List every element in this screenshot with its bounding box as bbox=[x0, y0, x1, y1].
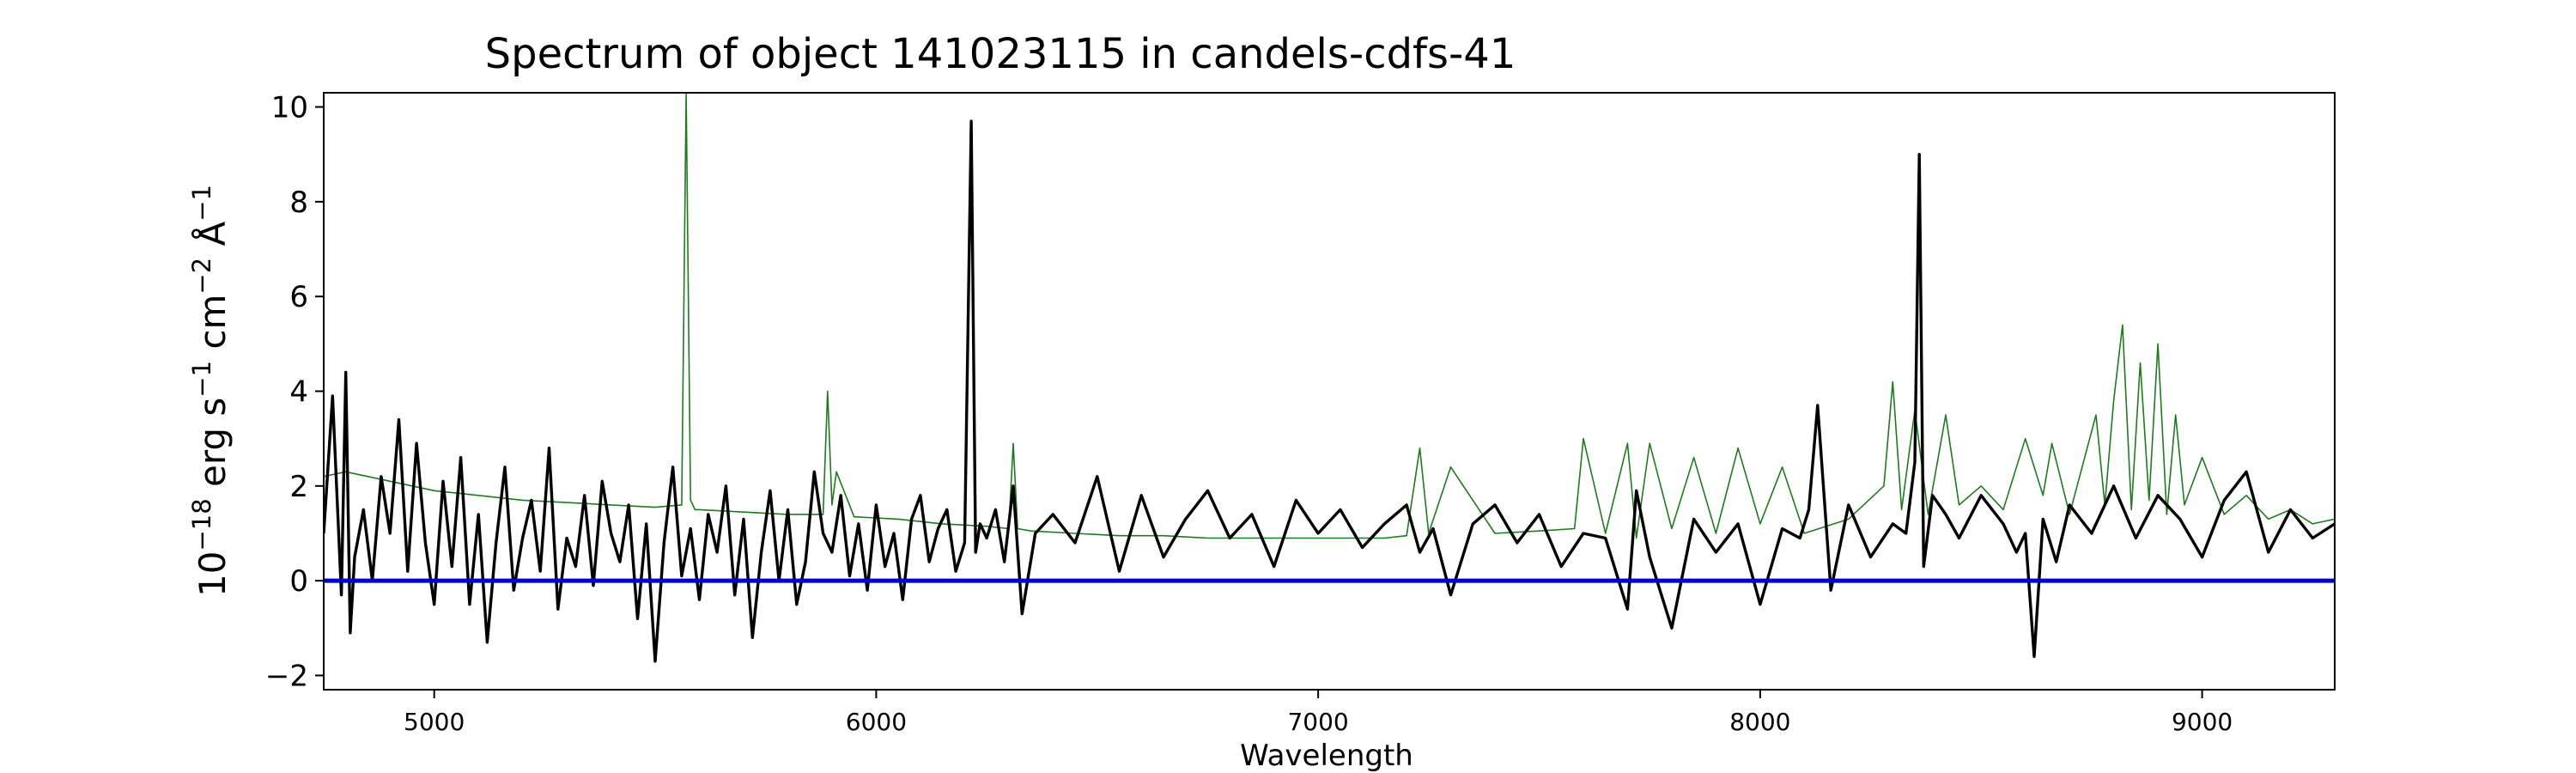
x-tick-label: 6000 bbox=[846, 708, 907, 736]
chart-title: Spectrum of object 141023115 in candels-… bbox=[485, 30, 1516, 78]
y-tick-label: 6 bbox=[289, 280, 308, 314]
series-line-model bbox=[324, 93, 2335, 539]
y-tick-label: 10 bbox=[271, 91, 308, 125]
y-tick-label: −2 bbox=[265, 659, 308, 693]
x-axis: 5000 6000 7000 8000 9000 bbox=[404, 690, 2233, 736]
y-tick-label: 4 bbox=[289, 375, 308, 410]
x-tick-label: 9000 bbox=[2172, 708, 2233, 736]
y-tick-label: 8 bbox=[289, 186, 308, 220]
y-tick-label: 0 bbox=[289, 564, 308, 599]
x-tick-label: 7000 bbox=[1287, 708, 1348, 736]
y-tick-label: 2 bbox=[289, 470, 308, 504]
y-axis-label: 10−18 erg s−1 cm−2 Å−1 bbox=[187, 185, 234, 597]
x-tick-label: 5000 bbox=[404, 708, 465, 736]
series-line-flux bbox=[324, 119, 2335, 663]
data-layer bbox=[324, 93, 2335, 663]
plot-frame bbox=[323, 92, 2336, 691]
y-axis: −2 0 2 4 6 8 10 bbox=[265, 91, 324, 693]
x-axis-label: Wavelength bbox=[1240, 739, 1413, 773]
x-tick-label: 8000 bbox=[1729, 708, 1790, 736]
